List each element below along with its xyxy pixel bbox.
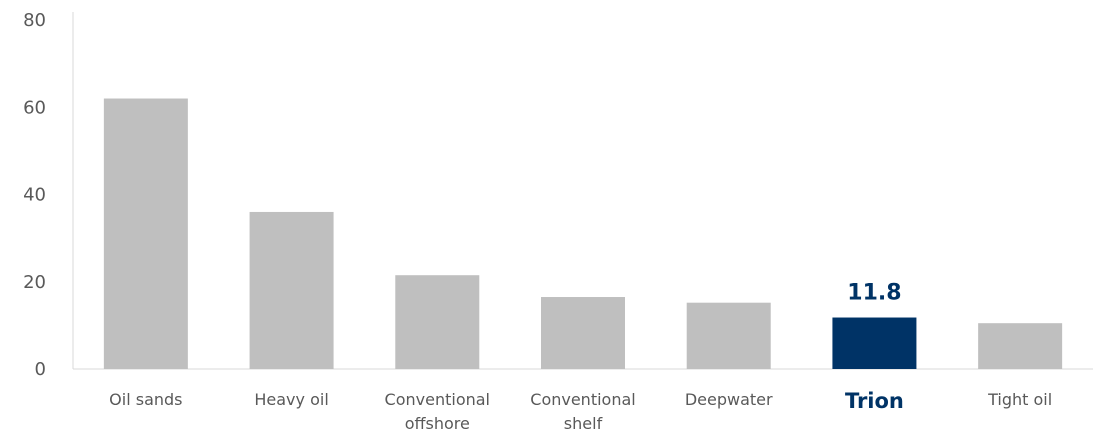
y-tick-label: 80: [23, 10, 46, 31]
bar-deepwater: [686, 302, 771, 369]
bar-tight-oil: [978, 323, 1063, 369]
x-tick-label: Conventional offshore: [385, 390, 490, 433]
bar-heavy-oil: [249, 211, 334, 369]
x-tick-label: Deepwater: [685, 390, 773, 409]
y-tick-label: 20: [23, 272, 46, 293]
x-tick-label: Heavy oil: [254, 390, 328, 409]
data-labels: 11.8: [847, 281, 901, 306]
x-tick-label: Oil sands: [109, 390, 182, 409]
bar-conventional-shelf: [541, 297, 625, 369]
bar-oil-sands: [103, 98, 188, 370]
y-tick-label: 0: [35, 359, 46, 380]
x-axis-ticks: Oil sands Heavy oil Conventional offshore Co…: [109, 389, 1052, 433]
y-tick-label: 60: [23, 97, 46, 118]
bars: [103, 98, 1063, 370]
y-axis-ticks: 0 20 40 60 80: [23, 10, 46, 380]
x-tick-label: Trion: [845, 389, 904, 413]
bar-trion: [832, 317, 917, 369]
x-tick-label: Tight oil: [987, 390, 1052, 409]
y-tick-label: 40: [23, 185, 46, 206]
x-tick-label: Conventional shelf: [530, 390, 635, 433]
bar-conventional-offshore: [395, 275, 480, 369]
data-label: 11.8: [847, 281, 901, 306]
